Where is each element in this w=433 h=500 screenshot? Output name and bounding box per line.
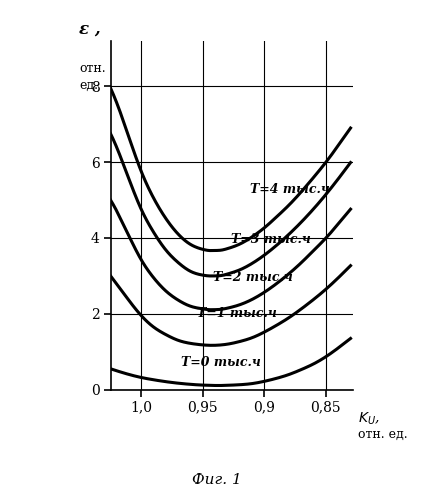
- Text: $K_U$,: $K_U$,: [358, 410, 380, 427]
- Text: T=4 тыс.ч: T=4 тыс.ч: [250, 184, 330, 196]
- Text: ε ,: ε ,: [79, 20, 101, 38]
- Text: Фиг. 1: Фиг. 1: [192, 474, 241, 488]
- Text: ед.: ед.: [79, 79, 98, 92]
- Text: T=1 тыс.ч: T=1 тыс.ч: [197, 306, 277, 320]
- Text: T=0 тыс.ч: T=0 тыс.ч: [181, 356, 261, 369]
- Text: отн.: отн.: [79, 62, 106, 75]
- Text: T=2 тыс.ч: T=2 тыс.ч: [213, 272, 292, 284]
- Text: T=3 тыс.ч: T=3 тыс.ч: [231, 232, 311, 245]
- Text: отн. ед.: отн. ед.: [358, 428, 407, 441]
